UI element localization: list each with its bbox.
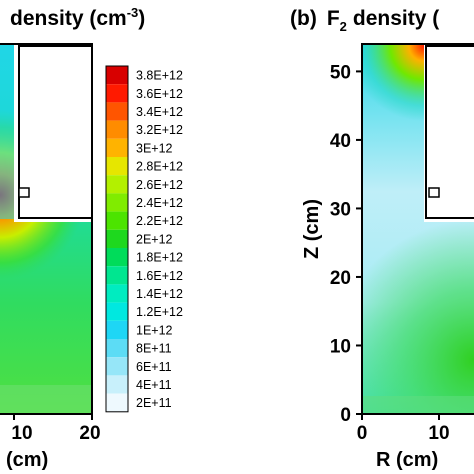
- colorbar-label: 1E+12: [136, 323, 173, 337]
- panel-b-ytick-label: 10: [330, 336, 351, 357]
- panel-b-ytick-label: 50: [330, 62, 351, 83]
- colorbar-swatch: [106, 393, 128, 412]
- panel-b-frame: [361, 43, 474, 415]
- colorbar-swatch: [106, 193, 128, 212]
- panel-a-xtick-label-1: 10: [11, 423, 32, 444]
- panel-a-xtick-label-2: 20: [79, 423, 100, 444]
- colorbar-label: 2.2E+12: [136, 214, 183, 228]
- colorbar-swatch: [106, 102, 128, 121]
- panel-b: 0 10 20 30 40 50 (b) F2 density ( 0 10 R (cm) Z…: [290, 7, 474, 471]
- colorbar-swatch: [106, 120, 128, 139]
- colorbar-swatch: [106, 138, 128, 157]
- colorbar-swatch: [106, 357, 128, 376]
- panel-b-bottom-band: [362, 396, 474, 414]
- colorbar-label: 1.8E+12: [136, 251, 183, 265]
- colorbar-label: 8E+11: [136, 342, 172, 356]
- panel-a: density (cm-3) 10 20 (cm) 3.8E+12 3.6E+12…: [0, 5, 183, 471]
- colorbar-label: 3.2E+12: [136, 123, 183, 137]
- panel-a-title: density (cm-3): [10, 5, 145, 30]
- colorbar-label: 3E+12: [136, 141, 173, 155]
- colorbar-swatch: [106, 211, 128, 230]
- panel-b-xtick-label-1: 0: [357, 423, 368, 444]
- colorbar-label: 2.8E+12: [136, 160, 183, 174]
- panel-a-bottom-band: [0, 385, 92, 414]
- panel-b-ytick-label: 30: [330, 199, 351, 220]
- panel-a-small-box: [18, 187, 30, 198]
- colorbar-label: 1.6E+12: [136, 269, 183, 283]
- colorbar-swatch: [106, 375, 128, 394]
- colorbar-label: 3.4E+12: [136, 105, 183, 119]
- colorbar-swatch: [106, 66, 128, 85]
- colorbar-swatch: [106, 266, 128, 285]
- colorbar-label: 2E+12: [136, 232, 173, 246]
- panel-b-title: (b) F2 density (: [290, 7, 439, 34]
- panel-a-frame: [0, 43, 93, 415]
- panel-a-electrode-outline: [18, 45, 92, 219]
- colorbar-border: [105, 65, 129, 413]
- panel-b-yaxis: 0 10 20 30 40 50: [330, 62, 362, 426]
- colorbar-label: 1.4E+12: [136, 287, 183, 301]
- panel-b-ytick-label: 40: [330, 131, 351, 152]
- colorbar-label: 3.8E+12: [136, 69, 183, 83]
- colorbar-swatch: [106, 84, 128, 103]
- colorbar-swatch: [106, 229, 128, 248]
- colorbar-label: 3.6E+12: [136, 87, 183, 101]
- panel-b-xtick-label-2: 10: [428, 423, 449, 444]
- colorbar-swatch: [106, 320, 128, 339]
- colorbar-swatch: [106, 157, 128, 176]
- panel-a-xlabel: (cm): [6, 449, 48, 471]
- panel-b-electrode-outline: [425, 45, 474, 219]
- colorbar-label: 6E+11: [136, 360, 172, 374]
- panel-b-heatmap: [362, 44, 474, 414]
- colorbar: 3.8E+12 3.6E+12 3.4E+12 3.2E+12 3E+12 2.8E+12…: [105, 65, 183, 413]
- colorbar-swatch: [106, 284, 128, 303]
- colorbar-swatch: [106, 248, 128, 267]
- colorbar-label: 1.2E+12: [136, 305, 183, 319]
- panel-b-ylabel: Z (cm): [301, 199, 323, 259]
- colorbar-label: 4E+11: [136, 378, 172, 392]
- panel-a-upper-strip: [0, 44, 14, 219]
- colorbar-swatch: [106, 175, 128, 194]
- panel-b-small-box: [428, 187, 440, 198]
- colorbar-swatch: [106, 339, 128, 358]
- panel-b-ytick-label: 20: [330, 268, 351, 289]
- colorbar-label: 2E+11: [136, 396, 172, 410]
- panel-b-green-region: [362, 200, 474, 414]
- panel-a-heatmap: [0, 44, 92, 414]
- panel-b-xlabel: R (cm): [376, 449, 438, 471]
- colorbar-swatch: [106, 302, 128, 321]
- colorbar-label: 2.6E+12: [136, 178, 183, 192]
- colorbar-label: 2.4E+12: [136, 196, 183, 210]
- panel-b-ytick-label: 0: [340, 405, 351, 426]
